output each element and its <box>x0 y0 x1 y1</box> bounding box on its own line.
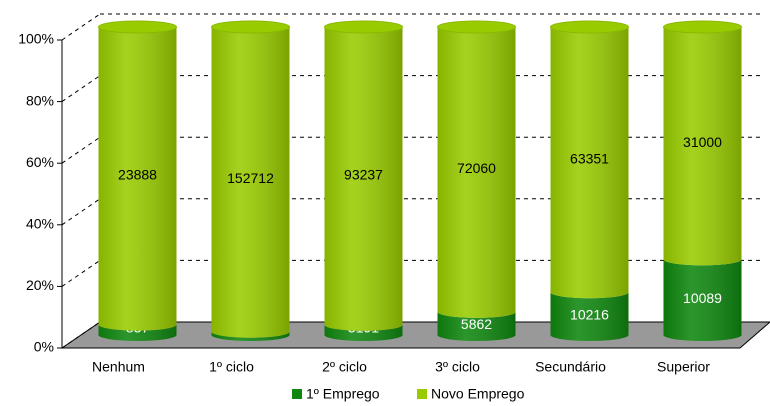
grid-line <box>61 136 101 164</box>
grid-line <box>61 198 101 226</box>
x-tick-label: Nenhum <box>92 359 145 375</box>
bar-shade <box>98 27 177 331</box>
x-tick-label: Superior <box>657 359 710 375</box>
bar-shade <box>437 27 516 318</box>
bar-cap <box>324 20 403 34</box>
bar-shade <box>437 311 516 341</box>
legend-label: 1º Emprego <box>306 386 380 402</box>
bar-cap <box>437 20 516 34</box>
bar-shade <box>550 27 629 299</box>
bar-cap <box>98 20 177 34</box>
legend-label: Novo Emprego <box>431 386 525 402</box>
bar-cap <box>550 20 629 34</box>
y-tick-label: 60% <box>26 154 54 170</box>
bar-shade <box>324 27 403 331</box>
grid-line <box>61 13 101 41</box>
bar-cap <box>663 20 742 34</box>
bar-shade <box>211 27 290 338</box>
x-tick-label: 2º ciclo <box>322 359 367 375</box>
grid-line <box>61 75 101 103</box>
y-tick-label: 80% <box>26 92 54 108</box>
bar-shade <box>211 331 290 341</box>
bar-cap <box>211 20 290 34</box>
bar-shade <box>324 324 403 341</box>
bar-shade <box>663 27 742 266</box>
bar-shade <box>663 259 742 341</box>
value-label: 10216 <box>570 306 609 322</box>
y-tick-label: 40% <box>26 216 54 232</box>
y-tick-label: 100% <box>18 31 54 47</box>
value-label: 152712 <box>227 170 274 186</box>
value-label: 5862 <box>461 316 492 332</box>
bar-shade <box>98 324 177 341</box>
bar-shade <box>550 292 629 341</box>
y-tick-label: 0% <box>34 339 54 355</box>
value-label: 72060 <box>457 160 496 176</box>
x-tick-label: Secundário <box>535 359 606 375</box>
value-label: 63351 <box>570 150 609 166</box>
x-tick-label: 3º ciclo <box>435 359 480 375</box>
grid-line <box>61 259 101 287</box>
value-label: 23888 <box>118 166 157 182</box>
legend-swatch <box>417 389 427 399</box>
value-label: 10089 <box>683 290 722 306</box>
legend-swatch <box>292 389 302 399</box>
value-label: 93237 <box>344 167 383 183</box>
y-tick-label: 20% <box>26 277 54 293</box>
x-tick-label: 1º ciclo <box>209 359 254 375</box>
value-label: 31000 <box>683 134 722 150</box>
